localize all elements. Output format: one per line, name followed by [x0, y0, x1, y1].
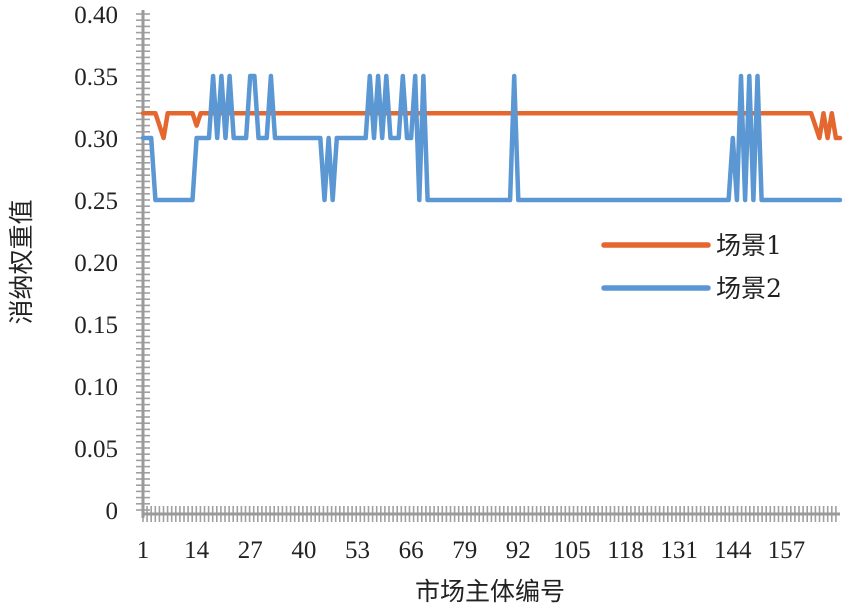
y-tick-label: 0.30 [74, 126, 118, 153]
y-axis-title: 消纳权重值 [7, 199, 36, 324]
legend-label-1: 场景1 [716, 231, 782, 260]
y-tick-labels: 0 0.05 0.10 0.15 0.20 0.25 0.30 0.35 0.40 [74, 2, 118, 525]
y-tick-label: 0 [106, 498, 119, 525]
minor-ticks [136, 13, 837, 522]
x-tick-label: 118 [607, 537, 644, 564]
series-line-1 [140, 110, 843, 141]
x-tick-label: 40 [291, 537, 316, 564]
y-tick-label: 0.20 [74, 250, 118, 277]
y-tick-label: 0.25 [74, 188, 118, 215]
y-tick-label: 0.40 [74, 2, 118, 29]
y-tick-label: 0.10 [74, 374, 118, 401]
x-tick-label: 92 [506, 537, 531, 564]
x-tick-label: 131 [660, 537, 698, 564]
x-tick-label: 79 [452, 537, 477, 564]
x-tick-label: 27 [238, 537, 263, 564]
series-layer [140, 73, 843, 203]
legend-label-2: 场景2 [716, 274, 782, 303]
y-tick-label: 0.05 [74, 436, 118, 463]
x-tick-label: 53 [345, 537, 370, 564]
x-axis-title: 市场主体编号 [415, 577, 565, 606]
x-tick-label: 144 [714, 537, 752, 564]
x-tick-label: 105 [553, 537, 591, 564]
x-tick-label: 66 [399, 537, 424, 564]
x-tick-label: 157 [768, 537, 806, 564]
y-tick-label: 0.35 [74, 64, 118, 91]
series-line-2 [140, 73, 843, 203]
y-tick-label: 0.15 [74, 312, 118, 339]
x-tick-label: 1 [137, 537, 150, 564]
x-tick-labels: 1 14 27 40 53 66 79 92 105 118 131 144 157 [137, 537, 805, 564]
x-tick-label: 14 [184, 537, 210, 564]
